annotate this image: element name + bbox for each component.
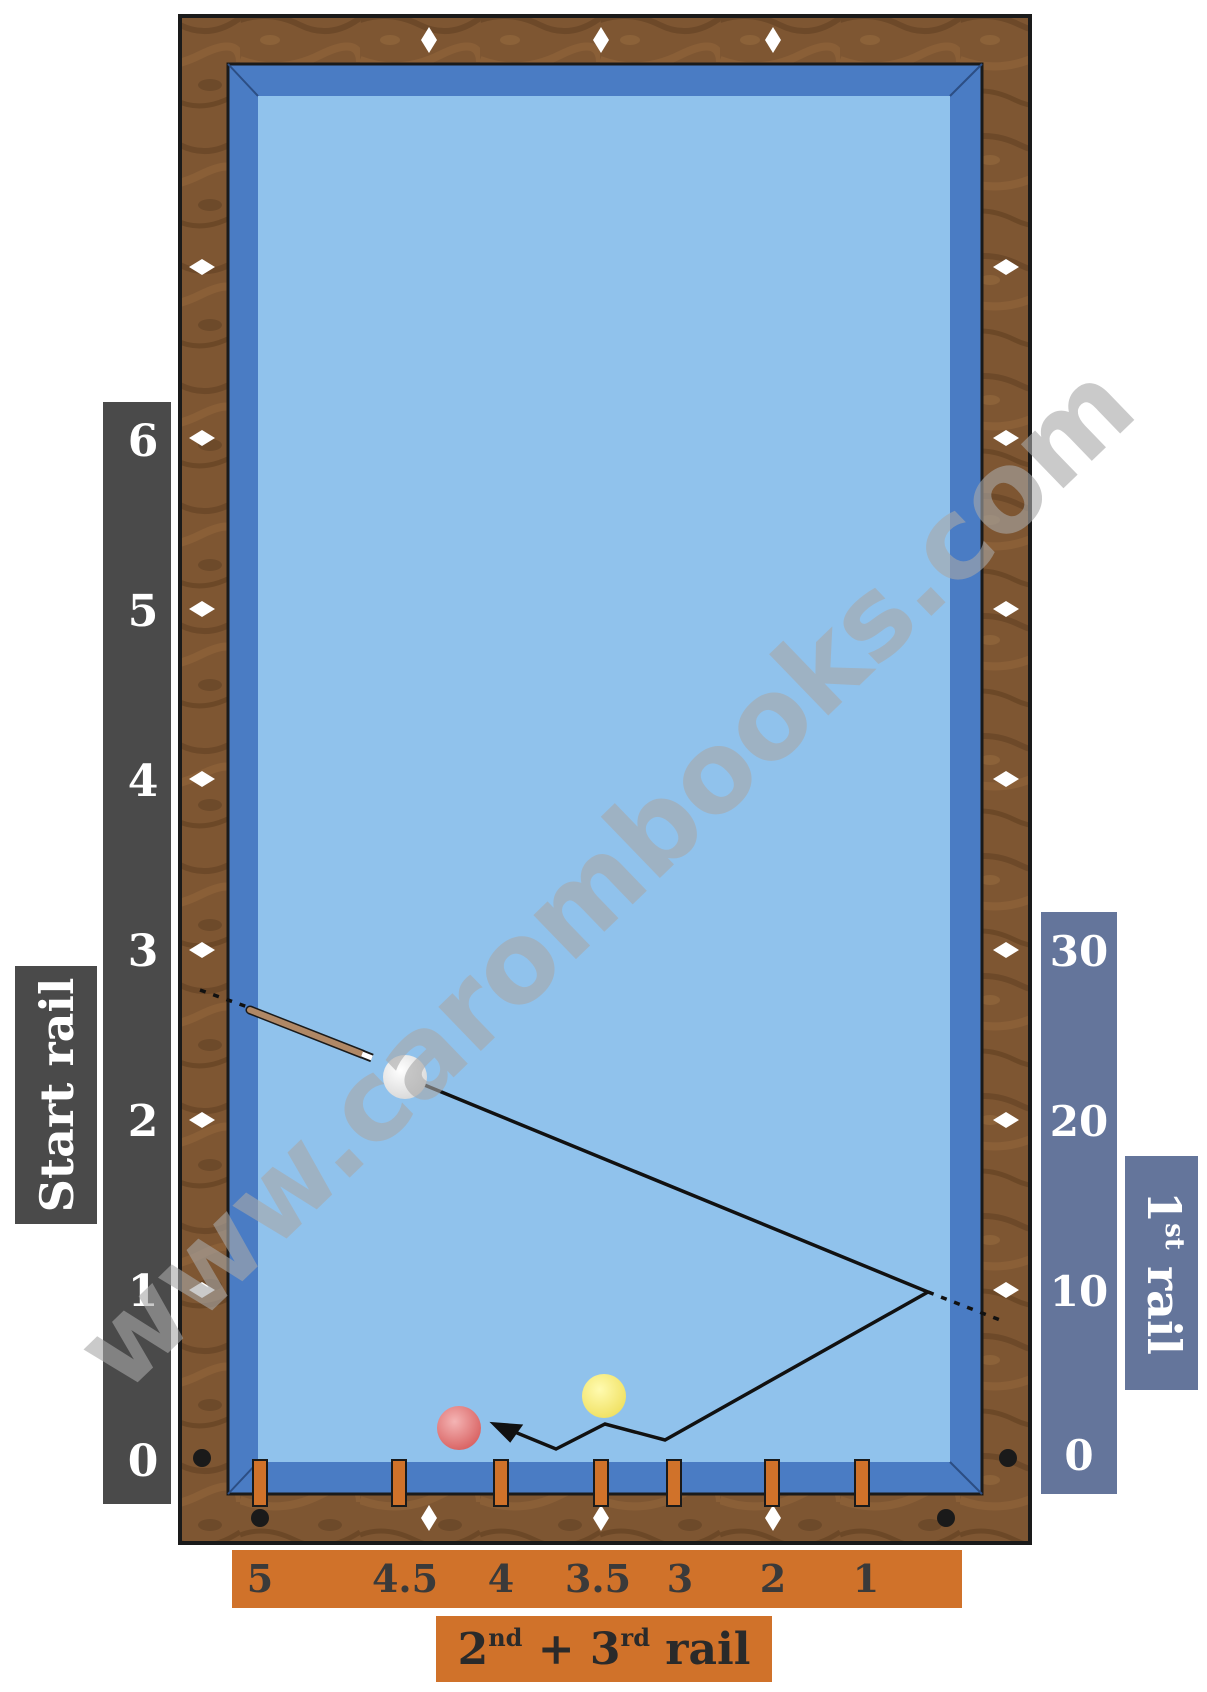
diamond-sight — [593, 1505, 609, 1531]
diamond-sight — [189, 259, 215, 275]
rail-marker — [391, 1459, 407, 1507]
bottom-rail-markers — [252, 1459, 870, 1507]
second-third-rail-number: 3.5 — [565, 1556, 631, 1601]
second-third-rail-number-panel — [232, 1550, 962, 1608]
diamond-sight — [993, 259, 1019, 275]
diamond-sight — [765, 1505, 781, 1531]
first-rail-title-panel — [1125, 1156, 1198, 1390]
diamond-sight — [189, 942, 215, 958]
rail-marker — [854, 1459, 870, 1507]
yellow-ball — [582, 1374, 626, 1418]
diamond-sight — [593, 27, 609, 53]
second-third-rail-number: 5 — [247, 1556, 273, 1601]
diamond-sight — [993, 1112, 1019, 1128]
first-rail-numbers: 0 10 20 30 — [1050, 927, 1108, 1480]
diamond-sight — [993, 1282, 1019, 1298]
diamond-sight — [993, 942, 1019, 958]
second-third-rail-numbers: 5 4.5 4 3.5 3 2 1 — [247, 1556, 879, 1601]
diamond-sight — [421, 27, 437, 53]
second-third-rail-number: 4 — [488, 1556, 514, 1601]
start-rail-numbers: 0 1 2 3 4 5 6 — [128, 416, 159, 1487]
rail-marker — [593, 1459, 609, 1507]
start-rail-number: 0 — [128, 1436, 159, 1487]
diamond-sight — [993, 601, 1019, 617]
diamond-sight — [421, 1505, 437, 1531]
arrowhead — [489, 1421, 524, 1443]
second-third-rail-number: 1 — [853, 1556, 879, 1601]
first-rail-number: 10 — [1050, 1267, 1108, 1316]
diamond-sight — [189, 771, 215, 787]
diamond-sight — [765, 27, 781, 53]
start-rail-number-panel — [103, 402, 171, 1504]
first-rail-number: 20 — [1050, 1097, 1108, 1146]
start-rail-number: 2 — [128, 1096, 159, 1147]
first-rail-number-panel — [1041, 912, 1117, 1494]
rail-marker — [252, 1459, 268, 1507]
ball-trajectory — [404, 1075, 933, 1451]
first-rail-number: 30 — [1050, 927, 1108, 976]
rail-marker — [493, 1459, 509, 1507]
diamond-sight — [993, 430, 1019, 446]
start-rail-number: 4 — [128, 756, 159, 807]
start-rail-number: 6 — [128, 416, 159, 467]
rail-marker — [666, 1459, 682, 1507]
diamond-sight — [993, 771, 1019, 787]
second-third-rail-title-panel — [436, 1616, 772, 1682]
diamond-sight — [189, 601, 215, 617]
start-rail-number: 1 — [128, 1266, 159, 1317]
corner-dots — [193, 1449, 1017, 1527]
diamond-sight — [189, 430, 215, 446]
start-rail-title: Start rail — [30, 978, 84, 1213]
diamond-sight — [189, 1112, 215, 1128]
diamond-sights — [189, 27, 1019, 1531]
first-rail-number: 0 — [1064, 1431, 1093, 1480]
aim-line-dashed — [199, 988, 257, 1012]
rail-marker — [764, 1459, 780, 1507]
cue-stick — [245, 1005, 374, 1063]
start-rail-number: 3 — [128, 926, 159, 977]
diamond-sight — [189, 1282, 215, 1298]
playing-cloth — [258, 96, 950, 1462]
second-third-rail-number: 4.5 — [372, 1556, 438, 1601]
second-third-rail-title: 2nd + 3rd rail — [458, 1623, 751, 1675]
first-rail-title: 1st rail — [1137, 1191, 1191, 1355]
shot-path — [199, 988, 1001, 1451]
start-rail-number: 5 — [128, 586, 159, 637]
second-third-rail-number: 3 — [667, 1556, 693, 1601]
second-third-rail-number: 2 — [760, 1556, 786, 1601]
red-ball — [437, 1406, 481, 1450]
start-rail-title-panel — [15, 966, 97, 1224]
cue-ball — [383, 1055, 427, 1099]
